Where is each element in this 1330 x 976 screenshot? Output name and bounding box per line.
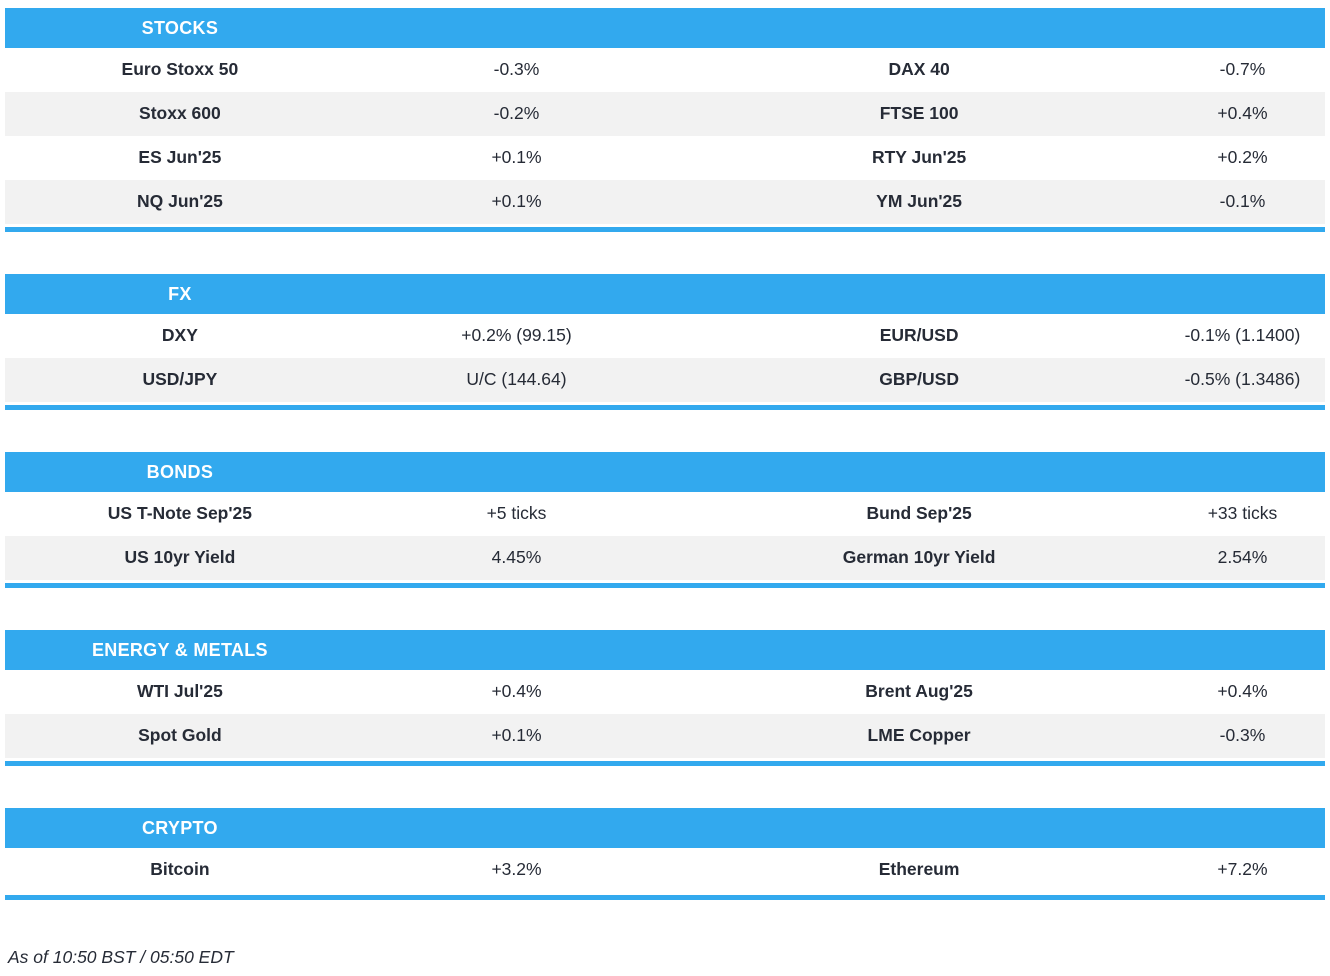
table-row: USD/JPY U/C (144.64) GBP/USD -0.5% (1.34… bbox=[5, 358, 1325, 402]
section-title: BONDS bbox=[146, 461, 214, 482]
instrument-name: Bund Sep'25 bbox=[866, 503, 972, 524]
section-rows: US T-Note Sep'25 +5 ticks Bund Sep'25 +3… bbox=[5, 492, 1325, 580]
section-header-bar: FX bbox=[5, 274, 1325, 314]
section-header-bar: ENERGY & METALS bbox=[5, 630, 1325, 670]
instrument-change: +0.4% bbox=[1217, 103, 1268, 124]
section-header-bar: STOCKS bbox=[5, 8, 1325, 48]
market-section: FX DXY +0.2% (99.15) EUR/USD -0.1% (1.14… bbox=[5, 274, 1325, 410]
instrument-name: US 10yr Yield bbox=[124, 547, 236, 568]
section-underline bbox=[5, 405, 1325, 410]
instrument-change: +0.2% (99.15) bbox=[461, 325, 572, 346]
instrument-name: Euro Stoxx 50 bbox=[121, 59, 239, 80]
instrument-change: -0.1% (1.1400) bbox=[1184, 325, 1301, 346]
table-row: ES Jun'25 +0.1% RTY Jun'25 +0.2% bbox=[5, 136, 1325, 180]
section-underline bbox=[5, 895, 1325, 900]
instrument-change: -0.1% bbox=[1219, 191, 1266, 212]
section-title: ENERGY & METALS bbox=[91, 639, 268, 660]
table-row: Euro Stoxx 50 -0.3% DAX 40 -0.7% bbox=[5, 48, 1325, 92]
section-underline bbox=[5, 761, 1325, 766]
instrument-name: EUR/USD bbox=[879, 325, 959, 346]
instrument-change: -0.5% (1.3486) bbox=[1184, 369, 1301, 390]
section-underline bbox=[5, 227, 1325, 232]
table-row: Stoxx 600 -0.2% FTSE 100 +0.4% bbox=[5, 92, 1325, 136]
table-row: WTI Jul'25 +0.4% Brent Aug'25 +0.4% bbox=[5, 670, 1325, 714]
instrument-change: +7.2% bbox=[1217, 859, 1268, 880]
instrument-change: +5 ticks bbox=[486, 503, 547, 524]
table-row: NQ Jun'25 +0.1% YM Jun'25 -0.1% bbox=[5, 180, 1325, 224]
market-section: CRYPTO Bitcoin +3.2% Ethereum +7.2% bbox=[5, 808, 1325, 900]
instrument-change: +0.4% bbox=[1217, 681, 1268, 702]
table-row: Bitcoin +3.2% Ethereum +7.2% bbox=[5, 848, 1325, 892]
table-row: DXY +0.2% (99.15) EUR/USD -0.1% (1.1400) bbox=[5, 314, 1325, 358]
instrument-change: +0.4% bbox=[491, 681, 542, 702]
section-title: CRYPTO bbox=[141, 817, 218, 838]
section-rows: DXY +0.2% (99.15) EUR/USD -0.1% (1.1400)… bbox=[5, 314, 1325, 402]
market-section: STOCKS Euro Stoxx 50 -0.3% DAX 40 -0.7% … bbox=[5, 8, 1325, 232]
table-row: US 10yr Yield 4.45% German 10yr Yield 2.… bbox=[5, 536, 1325, 580]
section-underline bbox=[5, 583, 1325, 588]
instrument-change: 4.45% bbox=[491, 547, 542, 568]
instrument-name: DAX 40 bbox=[888, 59, 950, 80]
instrument-name: RTY Jun'25 bbox=[871, 147, 967, 168]
section-rows: Euro Stoxx 50 -0.3% DAX 40 -0.7% Stoxx 6… bbox=[5, 48, 1325, 224]
instrument-name: USD/JPY bbox=[142, 369, 218, 390]
instrument-name: ES Jun'25 bbox=[138, 147, 222, 168]
instrument-name: LME Copper bbox=[867, 725, 971, 746]
instrument-name: WTI Jul'25 bbox=[136, 681, 223, 702]
instrument-change: -0.3% bbox=[493, 59, 540, 80]
instrument-name: US T-Note Sep'25 bbox=[107, 503, 252, 524]
instrument-name: NQ Jun'25 bbox=[136, 191, 223, 212]
instrument-change: +0.1% bbox=[491, 147, 542, 168]
instrument-change: +0.1% bbox=[491, 191, 542, 212]
instrument-name: Ethereum bbox=[878, 859, 960, 880]
timestamp-note: As of 10:50 BST / 05:50 EDT bbox=[8, 947, 234, 967]
section-rows: WTI Jul'25 +0.4% Brent Aug'25 +0.4% Spot… bbox=[5, 670, 1325, 758]
instrument-change: -0.2% bbox=[493, 103, 540, 124]
instrument-change: +0.2% bbox=[1217, 147, 1268, 168]
section-header-bar: CRYPTO bbox=[5, 808, 1325, 848]
instrument-change: +33 ticks bbox=[1207, 503, 1278, 524]
instrument-change: U/C (144.64) bbox=[466, 369, 567, 390]
section-header-bar: BONDS bbox=[5, 452, 1325, 492]
instrument-name: FTSE 100 bbox=[879, 103, 959, 124]
instrument-change: 2.54% bbox=[1217, 547, 1268, 568]
instrument-name: Brent Aug'25 bbox=[865, 681, 973, 702]
market-section: BONDS US T-Note Sep'25 +5 ticks Bund Sep… bbox=[5, 452, 1325, 588]
instrument-name: DXY bbox=[161, 325, 198, 346]
section-title: STOCKS bbox=[141, 17, 219, 38]
instrument-change: -0.3% bbox=[1219, 725, 1266, 746]
instrument-name: YM Jun'25 bbox=[876, 191, 963, 212]
section-rows: Bitcoin +3.2% Ethereum +7.2% bbox=[5, 848, 1325, 892]
instrument-change: +0.1% bbox=[491, 725, 542, 746]
section-title: FX bbox=[168, 283, 192, 304]
instrument-name: Spot Gold bbox=[138, 725, 222, 746]
instrument-change: -0.7% bbox=[1219, 59, 1266, 80]
instrument-name: GBP/USD bbox=[879, 369, 959, 390]
instrument-name: German 10yr Yield bbox=[842, 547, 996, 568]
table-row: Spot Gold +0.1% LME Copper -0.3% bbox=[5, 714, 1325, 758]
market-section: ENERGY & METALS WTI Jul'25 +0.4% Brent A… bbox=[5, 630, 1325, 766]
instrument-name: Bitcoin bbox=[150, 859, 210, 880]
instrument-change: +3.2% bbox=[491, 859, 542, 880]
instrument-name: Stoxx 600 bbox=[139, 103, 221, 124]
market-wrap: STOCKS Euro Stoxx 50 -0.3% DAX 40 -0.7% … bbox=[5, 8, 1325, 900]
table-row: US T-Note Sep'25 +5 ticks Bund Sep'25 +3… bbox=[5, 492, 1325, 536]
